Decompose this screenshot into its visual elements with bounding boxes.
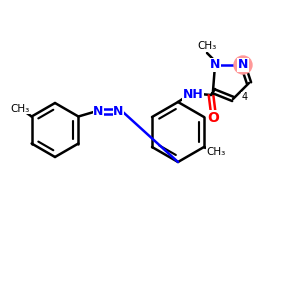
Text: CH₃: CH₃ (197, 41, 217, 51)
Circle shape (234, 56, 252, 74)
Text: O: O (207, 111, 219, 125)
Text: N: N (210, 58, 220, 71)
Text: 4: 4 (242, 92, 248, 102)
Text: NH: NH (183, 88, 203, 100)
Text: CH₃: CH₃ (10, 103, 29, 113)
Text: N: N (113, 105, 124, 118)
Text: N: N (93, 105, 103, 118)
Text: CH₃: CH₃ (206, 147, 226, 157)
Text: N: N (238, 58, 248, 71)
